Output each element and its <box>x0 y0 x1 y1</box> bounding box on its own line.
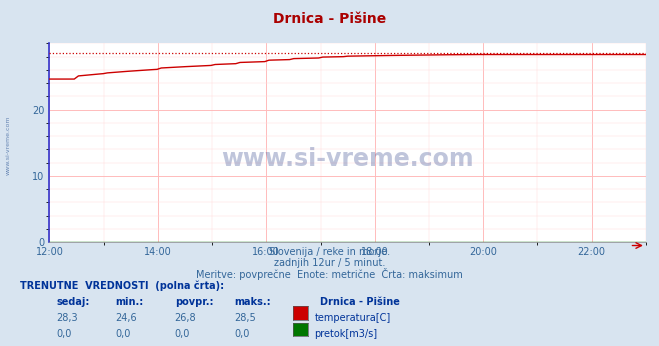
Text: www.si-vreme.com: www.si-vreme.com <box>221 147 474 171</box>
Text: 0,0: 0,0 <box>175 329 190 339</box>
Text: sedaj:: sedaj: <box>56 297 90 307</box>
Text: 28,5: 28,5 <box>234 313 256 323</box>
Text: 0,0: 0,0 <box>115 329 130 339</box>
Text: Drnica - Pišine: Drnica - Pišine <box>320 297 399 307</box>
Text: 0,0: 0,0 <box>234 329 249 339</box>
Text: www.si-vreme.com: www.si-vreme.com <box>5 116 11 175</box>
Text: Drnica - Pišine: Drnica - Pišine <box>273 12 386 26</box>
Text: pretok[m3/s]: pretok[m3/s] <box>314 329 378 339</box>
Text: TRENUTNE  VREDNOSTI  (polna črta):: TRENUTNE VREDNOSTI (polna črta): <box>20 281 224 291</box>
Text: 26,8: 26,8 <box>175 313 196 323</box>
Text: min.:: min.: <box>115 297 144 307</box>
Text: 24,6: 24,6 <box>115 313 137 323</box>
Text: maks.:: maks.: <box>234 297 271 307</box>
Text: 28,3: 28,3 <box>56 313 78 323</box>
Text: 0,0: 0,0 <box>56 329 71 339</box>
Text: temperatura[C]: temperatura[C] <box>314 313 391 323</box>
Text: Slovenija / reke in morje.: Slovenija / reke in morje. <box>269 247 390 257</box>
Text: zadnjih 12ur / 5 minut.: zadnjih 12ur / 5 minut. <box>273 258 386 268</box>
Text: povpr.:: povpr.: <box>175 297 213 307</box>
Text: Meritve: povprečne  Enote: metrične  Črta: maksimum: Meritve: povprečne Enote: metrične Črta:… <box>196 268 463 280</box>
